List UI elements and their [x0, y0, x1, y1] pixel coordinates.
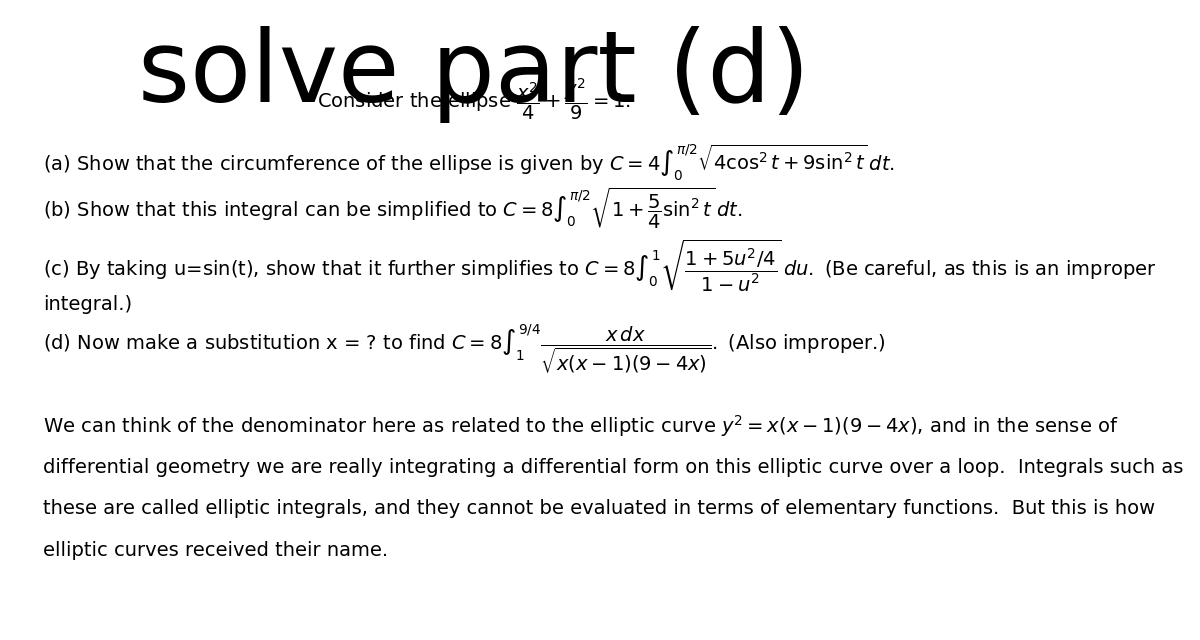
- Text: (b) Show that this integral can be simplified to $C = 8\int_0^{\pi/2} \sqrt{1 + : (b) Show that this integral can be simpl…: [43, 186, 742, 230]
- Text: (c) By taking u=sin(t), show that it further simplifies to $C = 8\int_0^{1} \sqr: (c) By taking u=sin(t), show that it fur…: [43, 237, 1156, 294]
- Text: solve part (d): solve part (d): [138, 26, 810, 123]
- Text: elliptic curves received their name.: elliptic curves received their name.: [43, 541, 388, 560]
- Text: Consider the ellipse $\dfrac{x^2}{4} + \dfrac{y^2}{9} = 1.$: Consider the ellipse $\dfrac{x^2}{4} + \…: [317, 76, 631, 122]
- Text: (a) Show that the circumference of the ellipse is given by $C = 4\int_0^{\pi/2} : (a) Show that the circumference of the e…: [43, 143, 894, 184]
- Text: (d) Now make a substitution x = ? to find $C = 8\int_1^{9/4} \dfrac{x\, dx}{\sqr: (d) Now make a substitution x = ? to fin…: [43, 322, 886, 376]
- Text: integral.): integral.): [43, 294, 132, 314]
- Text: We can think of the denominator here as related to the elliptic curve $y^2 = x(x: We can think of the denominator here as …: [43, 413, 1118, 438]
- Text: differential geometry we are really integrating a differential form on this elli: differential geometry we are really inte…: [43, 458, 1183, 477]
- Text: these are called elliptic integrals, and they cannot be evaluated in terms of el: these are called elliptic integrals, and…: [43, 499, 1154, 518]
